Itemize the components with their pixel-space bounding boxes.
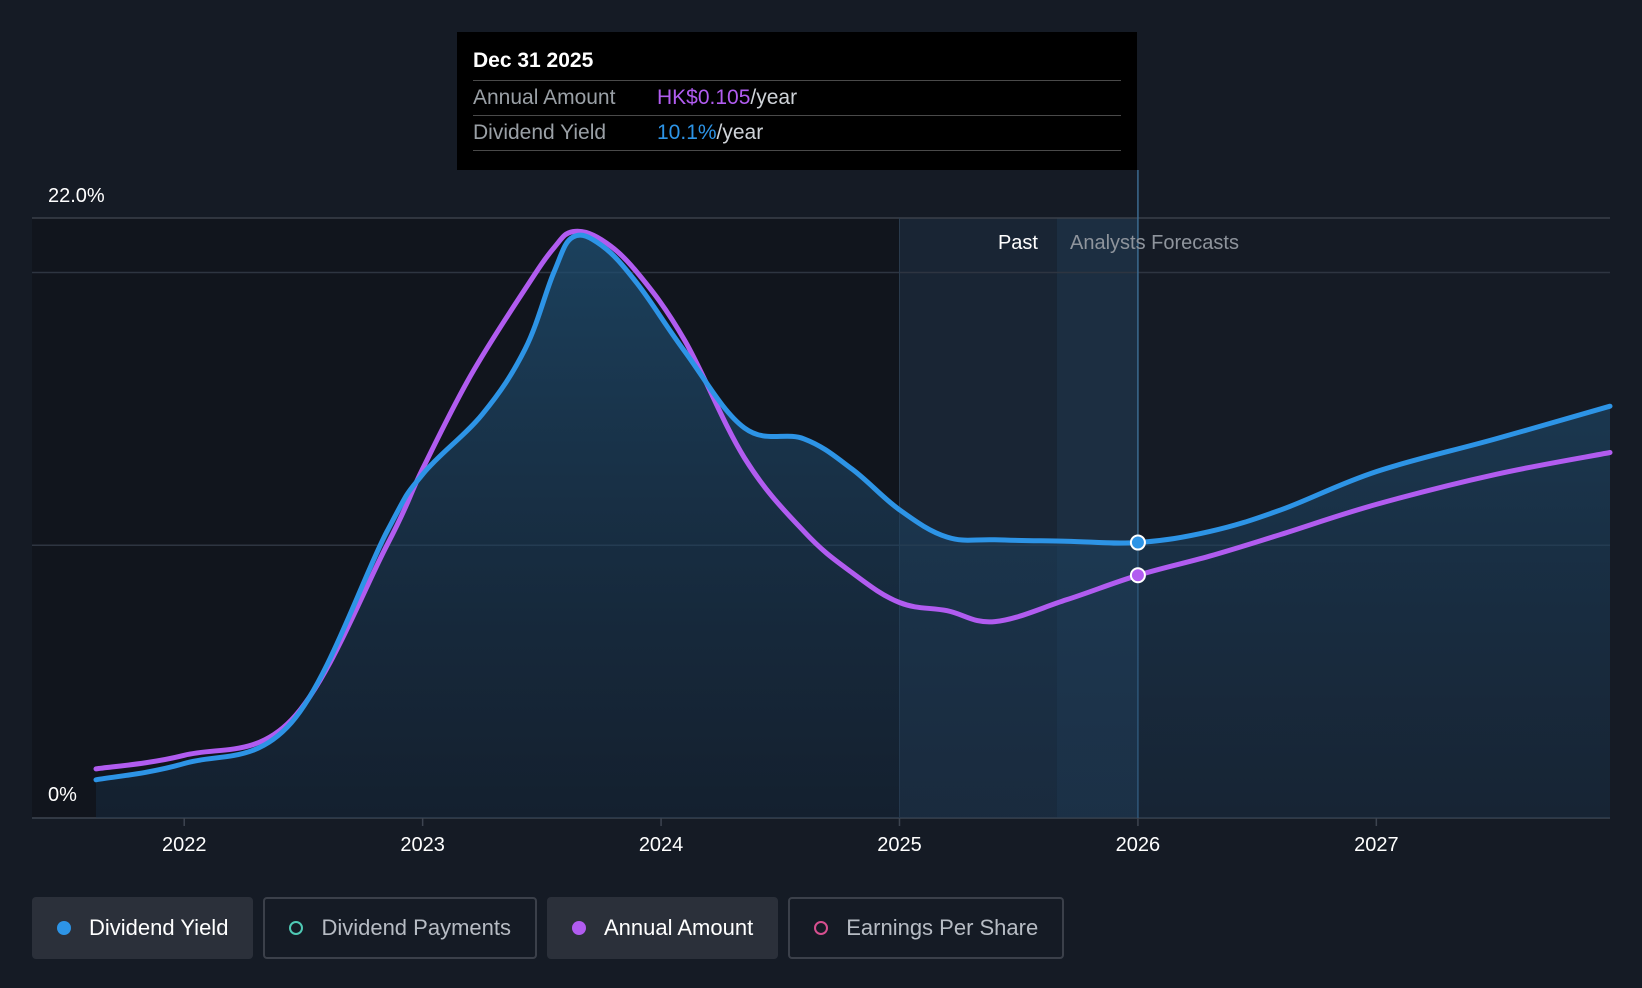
earnings-per-share-ring-icon: [814, 921, 829, 935]
x-axis: 2022 2023 2024 2025 2026 2027: [162, 818, 1399, 856]
x-tick-label: 2026: [1116, 834, 1161, 856]
forecast-label: Analysts Forecasts: [1070, 232, 1239, 254]
legend-item-dividend-payments[interactable]: Dividend Payments: [263, 897, 537, 959]
x-tick-label: 2023: [400, 834, 445, 856]
x-tick-label: 2027: [1354, 834, 1399, 856]
tooltip-value: 10.1%: [657, 121, 717, 144]
annual-amount-current-point[interactable]: [1129, 567, 1146, 584]
tooltip-row-annual-amount: Annual Amount HK$0.105 /year: [473, 81, 1121, 116]
tooltip-row-dividend-yield: Dividend Yield 10.1% /year: [473, 116, 1121, 151]
tooltip: Dec 31 2025 Annual Amount HK$0.105 /year…: [457, 32, 1137, 170]
tooltip-label: Dividend Yield: [473, 121, 607, 144]
tooltip-unit: /year: [716, 121, 764, 144]
tooltip-value: HK$0.105: [657, 86, 751, 109]
tooltip-date: Dec 31 2025: [473, 46, 1121, 81]
dividend-yield-line[interactable]: [93, 232, 1613, 783]
tooltip-unit: /year: [750, 86, 798, 109]
legend-label: Dividend Payments: [321, 915, 511, 940]
tooltip-label: Annual Amount: [473, 86, 616, 109]
legend-label: Dividend Yield: [89, 915, 229, 940]
dividend-yield-dot-icon: [57, 921, 71, 935]
dividend-yield-current-point[interactable]: [1129, 534, 1146, 551]
legend-item-dividend-yield[interactable]: Dividend Yield: [32, 897, 254, 959]
legend: Dividend Yield Dividend Payments Annual …: [32, 897, 1065, 959]
y-tick-label-bottom: 0%: [48, 784, 77, 806]
legend-item-annual-amount[interactable]: Annual Amount: [546, 897, 779, 959]
past-label: Past: [998, 232, 1038, 254]
dividend-payments-ring-icon: [289, 921, 304, 935]
legend-item-earnings-per-share[interactable]: Earnings Per Share: [788, 897, 1065, 959]
dividend-yield-area: [96, 235, 1610, 819]
x-tick-label: 2024: [639, 834, 684, 856]
annual-amount-dot-icon: [571, 921, 586, 935]
x-tick-label: 2022: [162, 834, 207, 856]
legend-label: Annual Amount: [603, 915, 754, 940]
legend-label: Earnings Per Share: [846, 915, 1039, 940]
x-tick-label: 2025: [877, 834, 922, 856]
y-tick-label-top: 22.0%: [48, 185, 105, 207]
annual-amount-line[interactable]: [93, 228, 1613, 772]
